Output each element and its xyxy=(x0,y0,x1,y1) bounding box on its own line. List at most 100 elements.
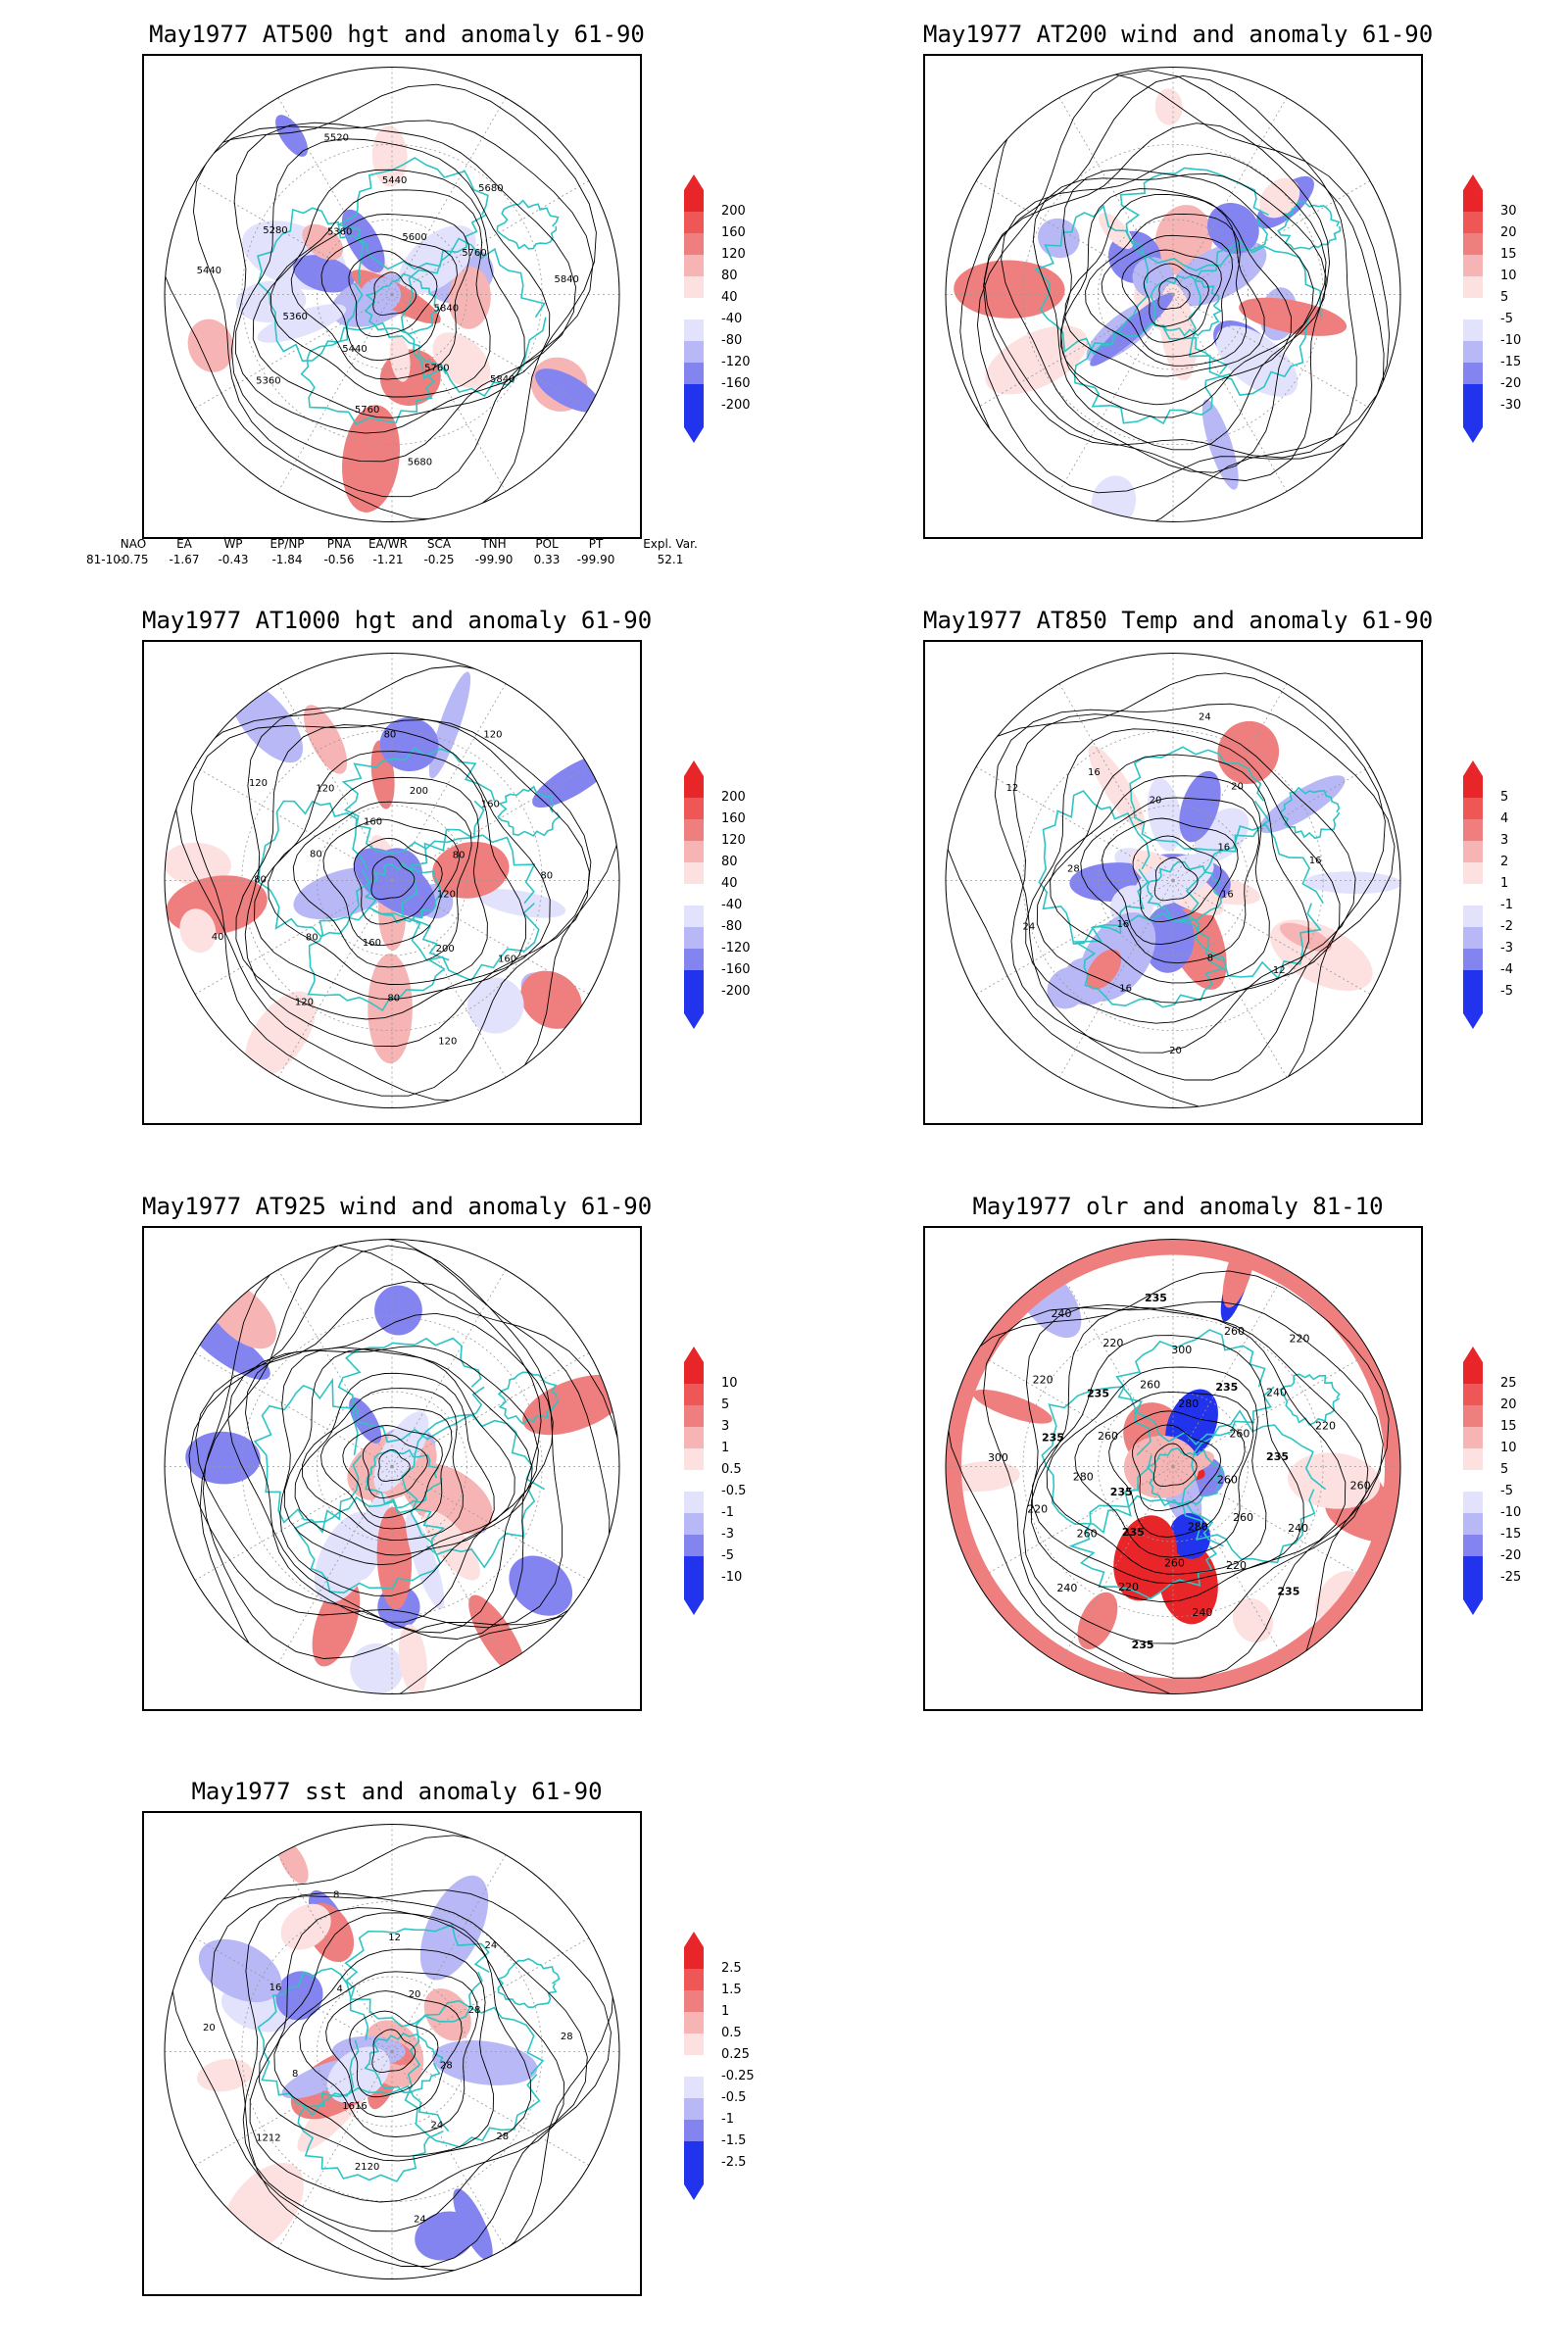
negative-anomaly xyxy=(293,255,355,293)
coastline xyxy=(496,199,560,250)
colorbar-label: 80 xyxy=(721,855,738,869)
contour-label: 16 xyxy=(1221,890,1234,901)
colorbar-swatch xyxy=(684,1535,704,1556)
colorbar-swatch xyxy=(684,276,704,298)
colorbar-swatch xyxy=(684,384,704,406)
panel-title: May1977 AT200 wind and anomaly 61-90 xyxy=(923,21,1434,48)
contour-label: 220 xyxy=(1226,1559,1247,1572)
colorbar-label: 4 xyxy=(1500,811,1509,826)
colorbar-swatch xyxy=(1463,190,1483,212)
coastline xyxy=(401,828,540,982)
coastline xyxy=(496,1957,561,2009)
negative-anomaly xyxy=(275,115,309,157)
colorbar-label: 160 xyxy=(721,225,746,240)
colorbar-swatch xyxy=(1463,384,1483,406)
contour-line xyxy=(349,2010,439,2098)
teleconnection-header: EA/WR xyxy=(368,537,409,551)
colorbar-swatch xyxy=(684,2012,704,2034)
contour-line xyxy=(983,1300,1384,1679)
panel-title: May1977 sst and anomaly 61-90 xyxy=(191,1778,603,1805)
contour-label: 5520 xyxy=(323,132,348,143)
contour-label: 260 xyxy=(1224,1325,1245,1338)
positive-anomaly xyxy=(302,223,344,261)
colorbar-swatch xyxy=(684,1448,704,1470)
meridian-line xyxy=(975,766,1174,881)
colorbar-swatch xyxy=(684,2120,704,2141)
negative-anomaly xyxy=(1201,399,1239,490)
colorbar-arrow-top xyxy=(684,174,704,190)
coastline xyxy=(497,785,561,837)
colorbar-swatch xyxy=(1463,363,1483,384)
meridian-line xyxy=(391,880,507,1078)
coastline xyxy=(1034,204,1150,356)
colorbar-label: 30 xyxy=(1500,204,1517,219)
contour-label: 120 xyxy=(316,783,334,794)
contour-label: 28 xyxy=(1067,863,1080,874)
coastline xyxy=(257,1967,369,2117)
negative-anomaly xyxy=(535,368,601,413)
colorbar-swatch xyxy=(1463,319,1483,341)
colorbar-swatch xyxy=(1463,1470,1483,1492)
contour-label: 160 xyxy=(481,799,500,809)
colorbar-label: -5 xyxy=(1500,312,1513,326)
colorbar-swatch xyxy=(1463,927,1483,949)
teleconnection-row-label: 81-10: xyxy=(86,553,124,566)
colorbar-arrow-top xyxy=(1463,174,1483,190)
streamline xyxy=(362,1434,428,1498)
contour-label: 16 xyxy=(1119,984,1132,995)
contour-label: 240 xyxy=(1266,1387,1287,1399)
colorbar-swatch xyxy=(684,2098,704,2120)
contour-label: 28 xyxy=(496,2132,509,2142)
colorbar-swatch xyxy=(1463,1427,1483,1448)
teleconnection-value: -0.75 xyxy=(118,553,149,566)
positive-anomaly xyxy=(398,1624,427,1694)
meridian-line xyxy=(391,1269,507,1467)
colorbar-swatch xyxy=(684,776,704,798)
contour-label: 235 xyxy=(1215,1381,1238,1394)
positive-anomaly xyxy=(1279,922,1332,953)
colorbar-label: 160 xyxy=(721,811,746,826)
contour-label: 280 xyxy=(1188,1520,1208,1533)
latitude-circle xyxy=(241,1900,543,2203)
colorbar-label: -15 xyxy=(1500,355,1522,369)
colorbar-label: 2 xyxy=(1500,855,1509,869)
colorbar-arrow-bottom xyxy=(1463,1013,1483,1029)
colorbar-swatch xyxy=(684,190,704,212)
latitude-circle xyxy=(1022,729,1324,1032)
colorbar-swatch xyxy=(684,862,704,884)
contour-line xyxy=(211,1889,612,2267)
colorbar-arrow-bottom xyxy=(684,427,704,443)
colorbar-label: 5 xyxy=(1500,290,1509,305)
contour-line xyxy=(244,707,590,1047)
coastline xyxy=(364,272,439,335)
colorbar-swatch xyxy=(1463,298,1483,319)
positive-anomaly xyxy=(368,954,413,1064)
contour-label: 24 xyxy=(1199,712,1211,723)
colorbar-label: -3 xyxy=(1500,941,1513,956)
colorbar-swatch xyxy=(684,406,704,427)
contour-label: 16 xyxy=(1309,856,1322,866)
contour-label: 300 xyxy=(988,1451,1008,1464)
map-content: 5840 5840 5760 5680 5760 5440 5360 5360 5440 5280… xyxy=(165,67,619,522)
panel-title: May1977 AT850 Temp and anomaly 61-90 xyxy=(923,607,1434,634)
streamline xyxy=(983,74,1357,459)
contour-label: 8 xyxy=(333,1889,339,1900)
contour-line xyxy=(235,724,551,1020)
contour-label: 5600 xyxy=(402,232,426,243)
streamline xyxy=(279,1347,533,1596)
streamline xyxy=(959,70,1391,522)
teleconnection-header: EP/NP xyxy=(270,537,305,551)
colorbar-label: -80 xyxy=(721,333,743,348)
colorbar-swatch xyxy=(1463,1492,1483,1513)
colorbar-label: 25 xyxy=(1500,1376,1517,1391)
meridian-line xyxy=(1172,97,1288,295)
colorbar-label: -25 xyxy=(1500,1570,1522,1585)
map-content xyxy=(946,67,1400,522)
meridian-line xyxy=(194,2051,393,2166)
contour-line xyxy=(1023,1303,1369,1644)
contour-line xyxy=(1046,1366,1267,1575)
colorbar-swatch xyxy=(684,2163,704,2184)
map-content: 120 160 200 120 80 160 120 80 40 80 80 120 120 160 80 2… xyxy=(165,653,619,1108)
negative-anomaly xyxy=(374,1285,422,1336)
map-svg: 16 12 8 20 16 16 24 28 12 16 20 24 20 16 16 xyxy=(945,653,1401,1108)
